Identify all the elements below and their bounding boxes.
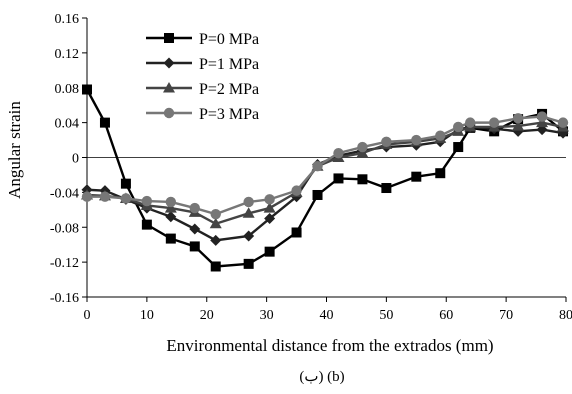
y-tick-label: 0.08 [55,82,80,97]
y-tick-label: -0.04 [50,186,79,201]
legend-label: P=1 MPa [199,56,259,73]
legend-marker [163,57,175,69]
x-tick-label: 30 [260,308,274,323]
legend-item: P=0 MPa [146,31,259,48]
series-2 [81,121,569,246]
legend-marker [163,82,175,93]
y-tick-label: -0.08 [50,221,79,236]
data-point [333,173,344,184]
data-point [242,207,255,218]
data-point [536,116,549,128]
x-axis-label: Environmental distance from the extrados… [166,336,493,355]
data-point [312,161,323,172]
data-point [411,134,422,146]
data-point [536,111,548,122]
data-point [465,117,476,128]
data-point [356,147,369,158]
data-point [536,124,548,136]
data-point [82,84,92,95]
x-tick-label: 50 [379,308,393,323]
data-point [189,223,201,235]
data-point [435,168,446,179]
y-tick-label: 0 [72,152,79,167]
data-point [141,219,152,230]
data-point [210,208,221,220]
data-point [357,174,368,185]
legend-label: P=2 MPa [199,81,259,98]
data-point [165,211,177,223]
data-point [291,185,302,196]
x-tick-label: 70 [499,308,513,323]
data-point [210,261,221,272]
y-tick-label: -0.16 [50,291,79,306]
legend-item: P=2 MPa [146,81,259,98]
data-point [557,127,569,139]
y-tick-label: 0.16 [55,12,80,27]
data-point [512,113,524,124]
y-tick-label: 0.12 [55,47,80,62]
data-point [209,217,222,229]
data-point [453,142,464,153]
data-point [381,136,392,148]
data-point [435,130,446,141]
data-point [488,117,500,128]
data-point [357,141,368,153]
legend-marker [164,33,174,43]
y-axis-label: Angular strain [5,101,24,199]
legend-item: P=1 MPa [146,56,259,73]
data-point [189,241,200,252]
data-point [312,189,323,200]
data-point [512,120,525,131]
data-point [81,191,93,202]
data-point [99,191,111,202]
data-point [243,258,254,269]
data-point [453,121,464,133]
series-line [87,115,564,216]
data-point [381,183,392,194]
legend-item: P=3 MPa [146,106,259,123]
x-tick-label: 60 [439,308,453,323]
data-point [243,230,255,242]
x-tick-label: 40 [320,308,334,323]
x-tick-label: 20 [200,308,214,323]
data-point [210,234,222,246]
data-point [557,117,569,128]
data-point [243,196,254,208]
data-point [165,233,176,244]
x-tick-label: 80 [559,308,572,323]
x-tick-label: 10 [140,308,154,323]
data-point [263,202,276,213]
data-point [264,246,275,257]
data-point [291,227,302,238]
legend-marker [163,107,175,119]
data-point [120,193,132,204]
legend-label: P=0 MPa [199,31,259,48]
data-point [411,171,422,182]
figure-caption: (ب) (b) [299,369,344,385]
data-point [141,195,153,207]
legend-label: P=3 MPa [199,106,259,123]
data-point [99,117,110,128]
series-4 [81,111,569,220]
data-point [165,196,177,208]
data-point [264,194,275,205]
y-tick-label: 0.04 [55,117,80,132]
data-point [189,202,200,214]
x-tick-label: 0 [84,308,91,323]
data-point [333,147,344,159]
data-point [120,178,131,189]
series-line [85,88,564,268]
data-point [164,202,177,213]
series-line [86,121,564,226]
data-point [264,213,276,225]
series-line [86,125,564,242]
y-tick-label: -0.12 [50,256,79,271]
